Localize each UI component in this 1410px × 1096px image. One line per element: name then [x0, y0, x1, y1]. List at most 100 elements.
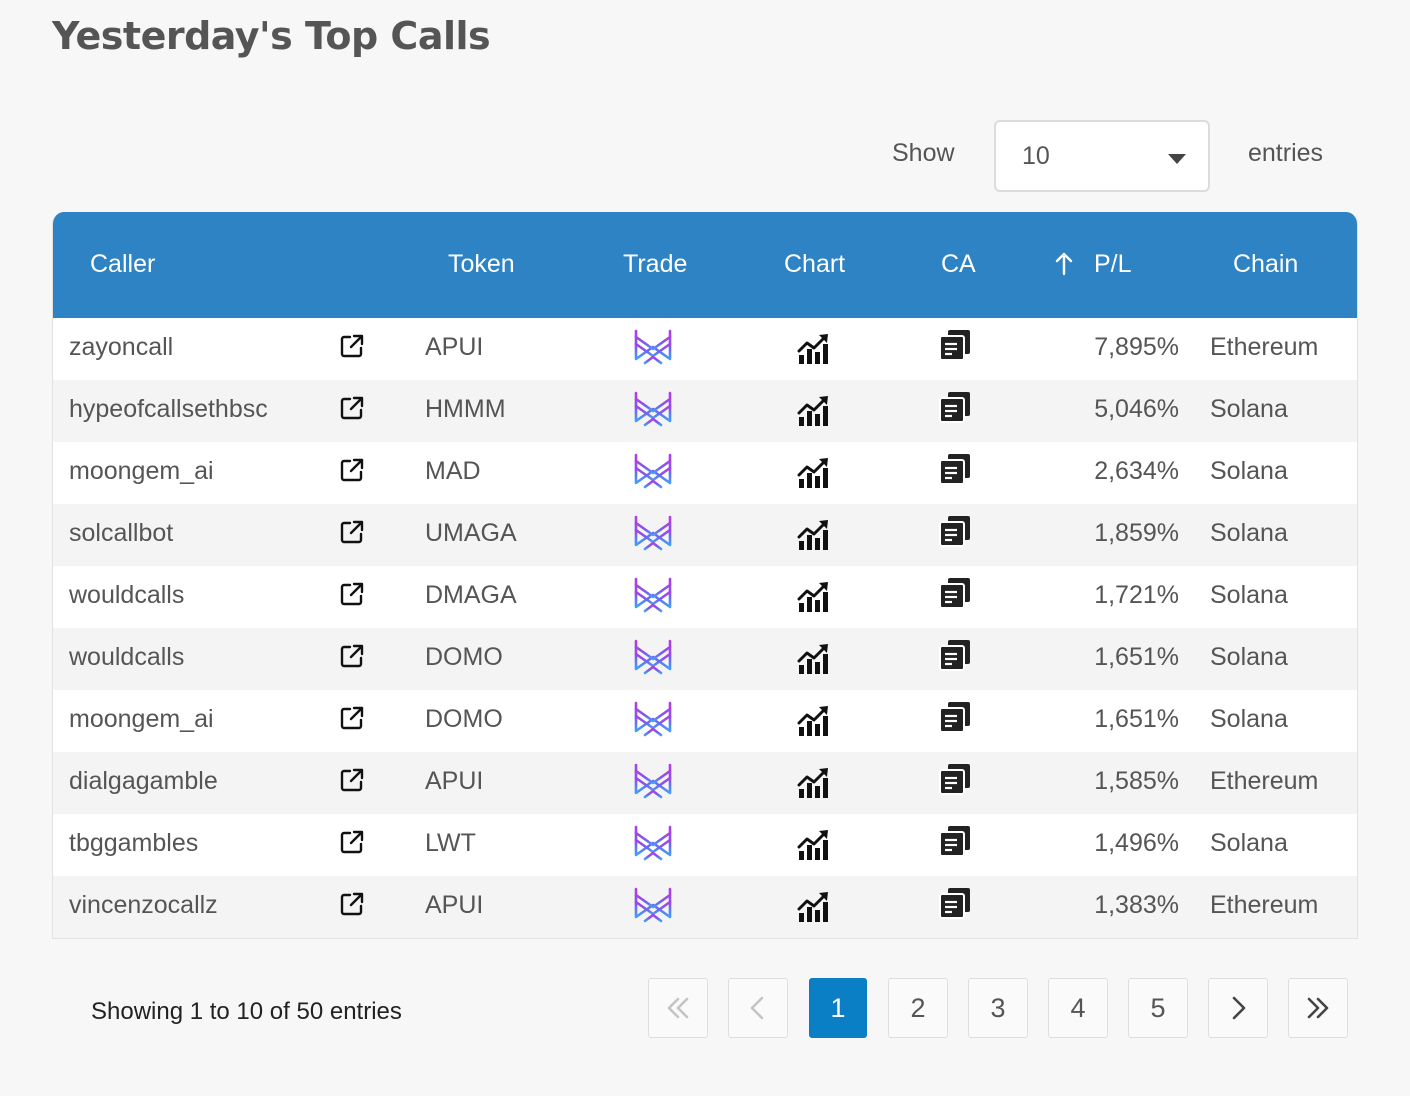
external-link-icon[interactable]: [339, 519, 365, 550]
trade-logo-icon[interactable]: [633, 701, 673, 742]
header-trade[interactable]: Trade: [623, 250, 688, 278]
external-link-icon[interactable]: [339, 767, 365, 798]
header-caller[interactable]: Caller: [90, 250, 156, 278]
trade-logo-icon[interactable]: [633, 887, 673, 928]
token-symbol: APUI: [425, 891, 484, 919]
page-button-2[interactable]: 2: [888, 978, 948, 1038]
chart-up-icon[interactable]: [797, 393, 831, 432]
copy-icon[interactable]: [938, 328, 972, 367]
double-chevron-left-icon: [667, 997, 689, 1019]
table-row: wouldcalls DOMO 1,651% Solana: [53, 628, 1357, 690]
chevron-right-icon: [1232, 996, 1246, 1020]
chevron-left-icon: [750, 996, 764, 1020]
entries-label: entries: [1248, 139, 1324, 167]
trade-logo-icon[interactable]: [633, 515, 673, 556]
profit-loss-value: 2,634%: [1094, 457, 1179, 485]
chain-name: Ethereum: [1210, 333, 1319, 361]
sort-ascending-icon[interactable]: [1055, 252, 1073, 276]
token-symbol: MAD: [425, 457, 481, 485]
profit-loss-value: 1,585%: [1094, 767, 1179, 795]
page-button-1[interactable]: 1: [809, 978, 867, 1038]
table-body: zayoncall APUI 7,895% Ethereum hypeofcallset…: [53, 318, 1357, 938]
copy-icon[interactable]: [938, 390, 972, 429]
first-page-button[interactable]: [648, 978, 708, 1038]
table-row: vincenzocallz APUI 1,383% Ethereum: [53, 876, 1357, 938]
token-symbol: HMMM: [425, 395, 506, 423]
chart-up-icon[interactable]: [797, 331, 831, 370]
chain-name: Solana: [1210, 581, 1288, 609]
external-link-icon[interactable]: [339, 581, 365, 612]
external-link-icon[interactable]: [339, 643, 365, 674]
trade-logo-icon[interactable]: [633, 825, 673, 866]
table-row: moongem_ai MAD 2,634% Solana: [53, 442, 1357, 504]
chart-up-icon[interactable]: [797, 641, 831, 680]
external-link-icon[interactable]: [339, 333, 365, 364]
chevron-down-icon: [1168, 154, 1186, 164]
header-token[interactable]: Token: [448, 250, 515, 278]
page-button-4[interactable]: 4: [1048, 978, 1108, 1038]
chart-up-icon[interactable]: [797, 703, 831, 742]
chart-up-icon[interactable]: [797, 765, 831, 804]
trade-logo-icon[interactable]: [633, 453, 673, 494]
token-symbol: UMAGA: [425, 519, 517, 547]
trade-logo-icon[interactable]: [633, 639, 673, 680]
token-symbol: DMAGA: [425, 581, 517, 609]
last-page-button[interactable]: [1288, 978, 1348, 1038]
show-label: Show: [892, 139, 955, 167]
external-link-icon[interactable]: [339, 395, 365, 426]
caller-name: hypeofcallsethbsc: [69, 395, 268, 423]
caller-name: vincenzocallz: [69, 891, 218, 919]
page-button-5[interactable]: 5: [1128, 978, 1188, 1038]
entries-select[interactable]: 10: [994, 120, 1210, 192]
external-link-icon[interactable]: [339, 705, 365, 736]
trade-logo-icon[interactable]: [633, 391, 673, 432]
copy-icon[interactable]: [938, 700, 972, 739]
chart-up-icon[interactable]: [797, 889, 831, 928]
profit-loss-value: 7,895%: [1094, 333, 1179, 361]
previous-page-button[interactable]: [728, 978, 788, 1038]
double-chevron-right-icon: [1307, 997, 1329, 1019]
profit-loss-value: 5,046%: [1094, 395, 1179, 423]
copy-icon[interactable]: [938, 824, 972, 863]
chart-up-icon[interactable]: [797, 455, 831, 494]
trade-logo-icon[interactable]: [633, 577, 673, 618]
table-header: Caller Token Trade Chart CA P/L Chain: [53, 212, 1357, 318]
external-link-icon[interactable]: [339, 891, 365, 922]
page-button-3[interactable]: 3: [968, 978, 1028, 1038]
token-symbol: DOMO: [425, 643, 503, 671]
caller-name: zayoncall: [69, 333, 174, 361]
copy-icon[interactable]: [938, 762, 972, 801]
copy-icon[interactable]: [938, 638, 972, 677]
copy-icon[interactable]: [938, 576, 972, 615]
table-row: wouldcalls DMAGA 1,721% Solana: [53, 566, 1357, 628]
profit-loss-value: 1,859%: [1094, 519, 1179, 547]
header-chain[interactable]: Chain: [1233, 250, 1299, 278]
token-symbol: LWT: [425, 829, 476, 857]
header-pl[interactable]: P/L: [1094, 250, 1132, 278]
token-symbol: APUI: [425, 767, 484, 795]
next-page-button[interactable]: [1208, 978, 1268, 1038]
copy-icon[interactable]: [938, 514, 972, 553]
copy-icon[interactable]: [938, 886, 972, 925]
copy-icon[interactable]: [938, 452, 972, 491]
chain-name: Ethereum: [1210, 767, 1319, 795]
trade-logo-icon[interactable]: [633, 763, 673, 804]
chart-up-icon[interactable]: [797, 579, 831, 618]
header-chart[interactable]: Chart: [784, 250, 846, 278]
chart-up-icon[interactable]: [797, 827, 831, 866]
table-row: tbggambles LWT 1,496% Solana: [53, 814, 1357, 876]
entries-select-value: 10: [1022, 141, 1050, 170]
external-link-icon[interactable]: [339, 457, 365, 488]
chain-name: Solana: [1210, 457, 1288, 485]
external-link-icon[interactable]: [339, 829, 365, 860]
header-ca[interactable]: CA: [941, 250, 976, 278]
chart-up-icon[interactable]: [797, 517, 831, 556]
caller-name: wouldcalls: [69, 643, 185, 671]
profit-loss-value: 1,651%: [1094, 705, 1179, 733]
chain-name: Solana: [1210, 519, 1288, 547]
token-symbol: APUI: [425, 333, 484, 361]
caller-name: tbggambles: [69, 829, 199, 857]
trade-logo-icon[interactable]: [633, 329, 673, 370]
caller-name: moongem_ai: [69, 457, 214, 485]
table-row: solcallbot UMAGA 1,859% Solana: [53, 504, 1357, 566]
